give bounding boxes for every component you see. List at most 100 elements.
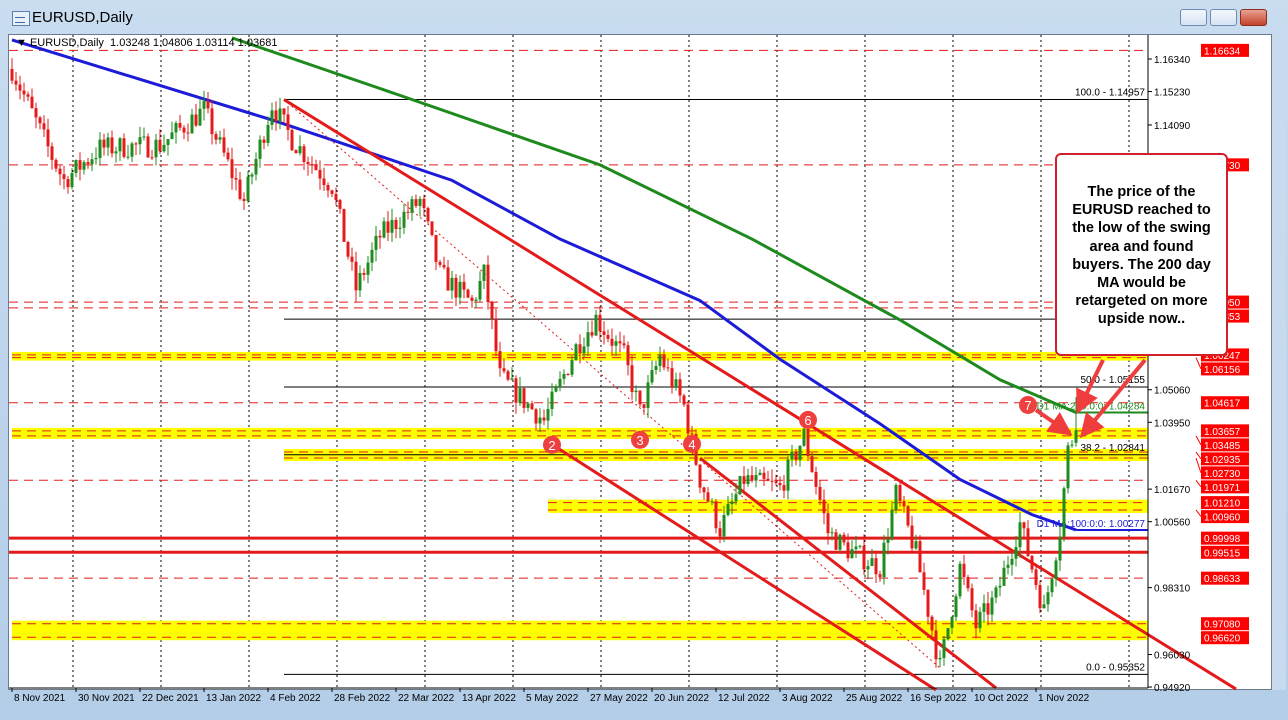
candle-body bbox=[946, 628, 950, 640]
candle bbox=[270, 102, 274, 130]
candle-body bbox=[986, 603, 990, 615]
close-button[interactable] bbox=[1240, 9, 1267, 26]
candle bbox=[722, 505, 726, 543]
candle-body bbox=[162, 144, 166, 152]
fibonacci-label: 0.0 - 0.95352 bbox=[1086, 662, 1145, 673]
candle bbox=[746, 468, 750, 487]
candle-body bbox=[642, 404, 646, 409]
candle-body bbox=[26, 94, 30, 97]
candle-body bbox=[934, 630, 938, 660]
candle bbox=[1014, 535, 1018, 567]
price-label: 1.01210 bbox=[1204, 499, 1241, 510]
candle bbox=[650, 360, 654, 385]
candle bbox=[498, 341, 502, 377]
candle bbox=[14, 72, 18, 91]
candle-body bbox=[70, 173, 74, 188]
price-label: 1.03657 bbox=[1204, 427, 1241, 438]
candle bbox=[110, 130, 114, 158]
vertical-scrollbar[interactable] bbox=[1272, 34, 1286, 690]
candle bbox=[1046, 585, 1050, 612]
candle-body bbox=[518, 388, 522, 403]
candle-body bbox=[606, 334, 610, 339]
candle-body bbox=[958, 563, 962, 597]
candle-body bbox=[302, 146, 306, 163]
candle-body bbox=[222, 137, 226, 153]
maximize-button[interactable] bbox=[1210, 9, 1237, 26]
candle-body bbox=[838, 534, 842, 550]
candle-body bbox=[586, 332, 590, 347]
candle bbox=[674, 372, 678, 391]
candle-body bbox=[542, 417, 546, 421]
candle bbox=[298, 135, 302, 156]
annotation-line: MA would be bbox=[1097, 275, 1186, 292]
candle bbox=[834, 528, 838, 551]
candle bbox=[966, 574, 970, 592]
candle bbox=[166, 139, 170, 156]
time-tick-label: 16 Sep 2022 bbox=[910, 693, 967, 704]
price-label-leader bbox=[1195, 435, 1202, 446]
fibonacci-label: 38.2 - 1.02841 bbox=[1081, 443, 1146, 454]
candle bbox=[118, 136, 122, 161]
candle bbox=[530, 400, 534, 410]
candle-body bbox=[754, 475, 758, 481]
candle bbox=[482, 264, 486, 290]
candle bbox=[182, 125, 186, 140]
candle-body bbox=[962, 563, 966, 578]
candle-body bbox=[394, 219, 398, 229]
candle bbox=[162, 134, 166, 153]
candle bbox=[898, 480, 902, 507]
candle-body bbox=[506, 371, 510, 380]
candle bbox=[490, 300, 494, 330]
chart-area[interactable] bbox=[8, 34, 1272, 690]
candle bbox=[618, 331, 622, 353]
candle bbox=[430, 221, 434, 237]
candle-body bbox=[570, 360, 574, 375]
candle bbox=[402, 203, 406, 235]
candle-body bbox=[866, 566, 870, 570]
price-label-box bbox=[1201, 43, 1249, 57]
candle-body bbox=[682, 395, 686, 405]
candle bbox=[306, 156, 310, 176]
candle bbox=[322, 167, 326, 191]
candle bbox=[1074, 397, 1078, 447]
candle-body bbox=[782, 485, 786, 491]
candle-body bbox=[1046, 592, 1050, 605]
support-resistance-zone bbox=[548, 499, 1148, 513]
candle bbox=[826, 503, 830, 545]
minimize-button[interactable] bbox=[1180, 9, 1207, 26]
time-tick-label: 1 Nov 2022 bbox=[1038, 693, 1090, 704]
candle-body bbox=[746, 475, 750, 484]
candle bbox=[854, 535, 858, 559]
candle bbox=[326, 182, 330, 198]
candle bbox=[754, 467, 758, 488]
candle-body bbox=[146, 136, 150, 158]
candle bbox=[18, 75, 22, 100]
candle-body bbox=[154, 139, 158, 158]
candle-body bbox=[742, 476, 746, 484]
candle-body bbox=[1002, 567, 1006, 586]
candle bbox=[786, 455, 790, 500]
candle-body bbox=[130, 143, 134, 157]
status-strip bbox=[0, 705, 1288, 720]
candle bbox=[186, 123, 190, 142]
candle bbox=[42, 115, 46, 137]
candle-body bbox=[82, 162, 86, 170]
marker-label: 7 bbox=[1024, 398, 1031, 413]
window-title-bar[interactable]: EURUSD,Daily bbox=[0, 0, 1288, 34]
candle-body bbox=[270, 110, 274, 125]
candle bbox=[682, 393, 686, 407]
price-label: 1.06156 bbox=[1204, 365, 1241, 376]
candle bbox=[938, 650, 942, 668]
candle bbox=[698, 464, 702, 494]
price-label: 1.04617 bbox=[1204, 399, 1241, 410]
red-arrow-icon bbox=[1079, 358, 1147, 439]
candle-body bbox=[666, 367, 670, 369]
candle-body bbox=[338, 199, 342, 209]
dropdown-triangle-icon[interactable]: ▼ bbox=[16, 37, 30, 49]
price-label: 1.16634 bbox=[1204, 46, 1241, 57]
candle-body bbox=[822, 499, 826, 514]
candle bbox=[926, 589, 930, 625]
candle bbox=[170, 121, 174, 140]
candle bbox=[638, 390, 642, 408]
